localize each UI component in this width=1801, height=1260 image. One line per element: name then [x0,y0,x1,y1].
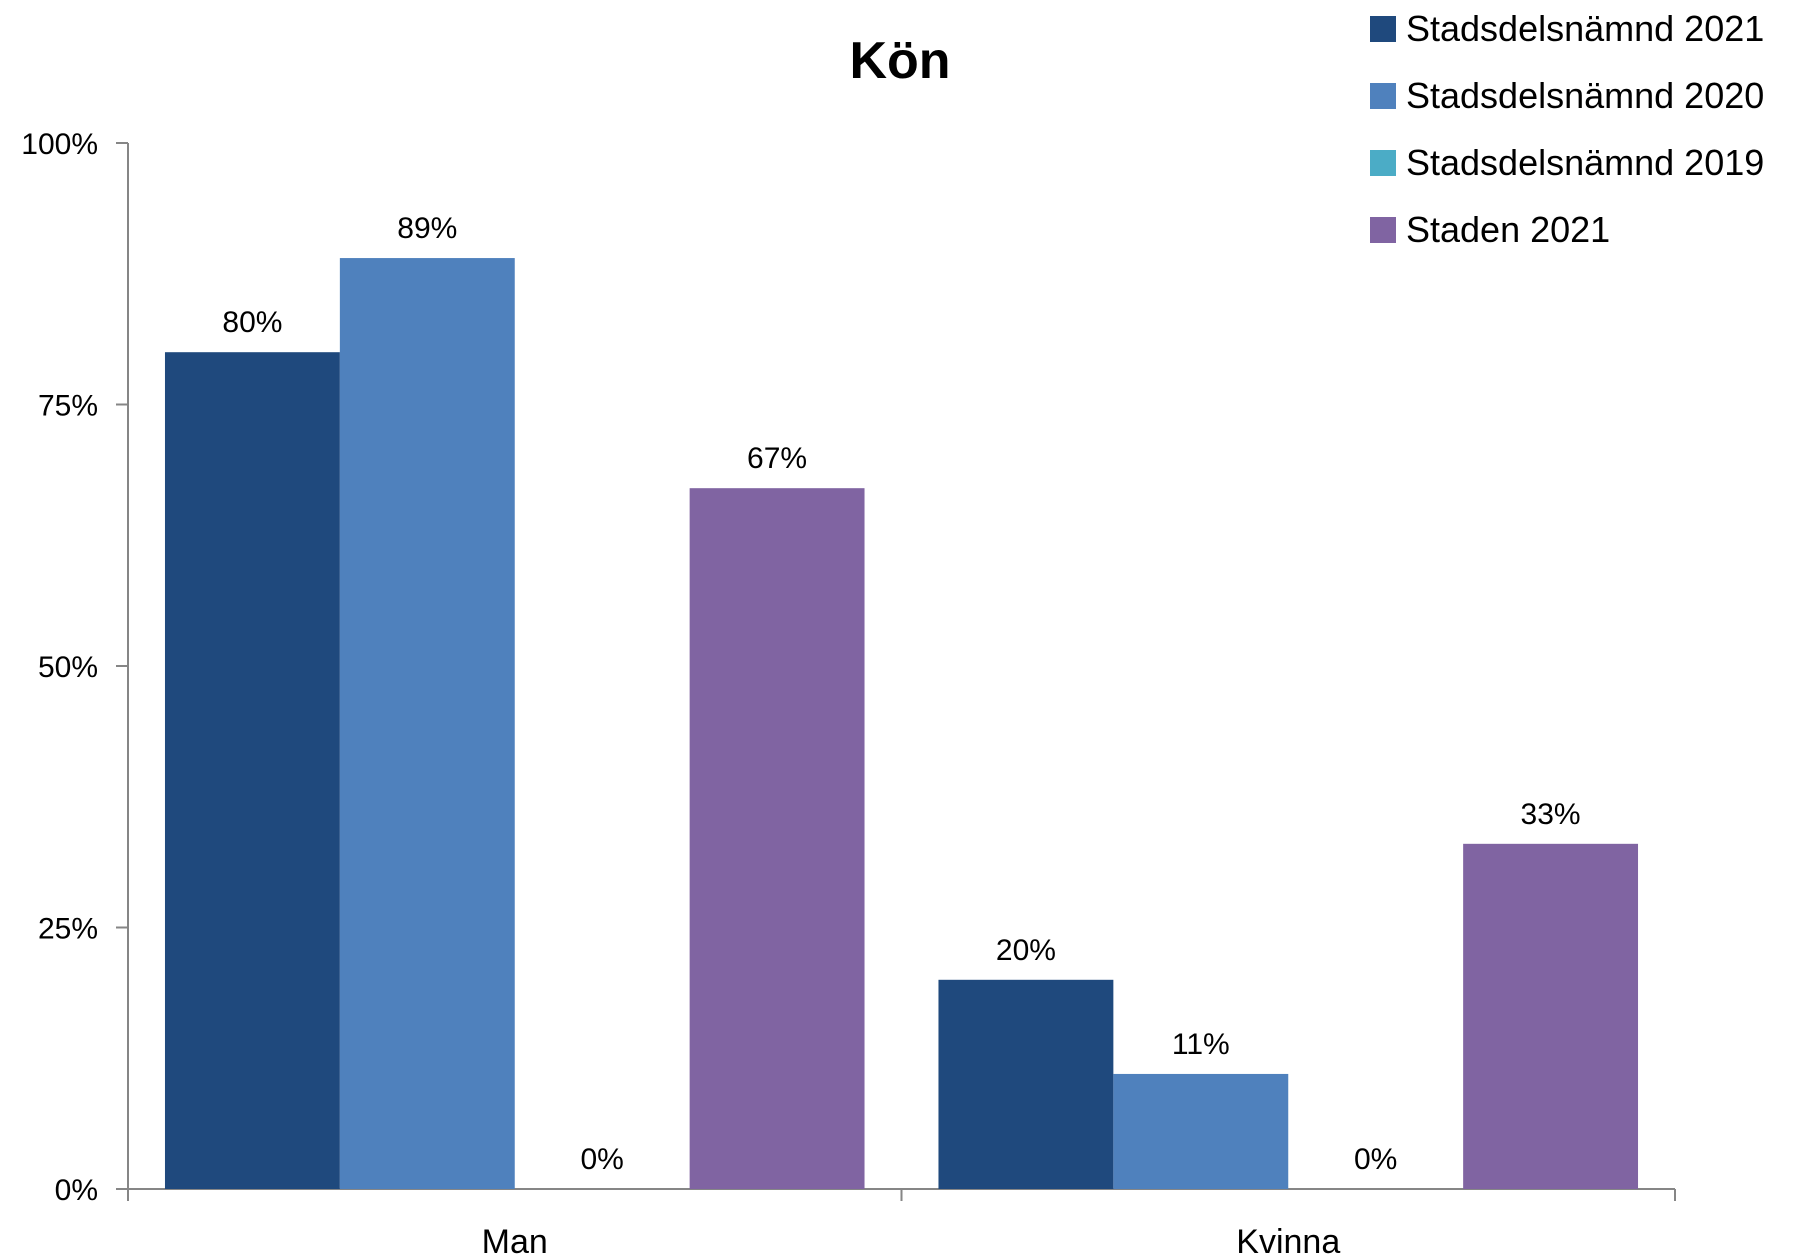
bar [339,258,515,1189]
data-label: 67% [747,442,807,475]
legend: Stadsdelsnämnd 2021 Stadsdelsnämnd 2020 St… [1370,8,1764,250]
y-tick-label: 0% [55,1174,98,1207]
y-tick-label: 50% [38,651,98,684]
bar [938,979,1114,1189]
data-label: 80% [222,306,282,339]
data-label: 20% [996,934,1056,967]
x-category-label: Kvinna [1236,1223,1340,1260]
legend-label: Stadsdelsnämnd 2021 [1406,8,1764,49]
legend-swatch [1370,83,1396,109]
legend-swatch [1370,16,1396,42]
y-tick-label: 100% [21,128,98,161]
y-tick-label: 25% [38,913,98,946]
y-tick-label: 75% [38,390,98,423]
data-label: 89% [397,212,457,245]
data-label: 0% [581,1143,624,1176]
legend-label: Staden 2021 [1406,209,1610,250]
axes: 0% 25% 50% 75% 100% Man Kvinna [21,128,1676,1260]
legend-label: Stadsdelsnämnd 2020 [1406,75,1764,116]
data-labels: 80% 20% 89% 11% 0% 0% 67% 33% [222,212,1580,1176]
bar [689,488,865,1189]
chart-title: Kön [849,32,950,90]
bars [164,258,1639,1189]
bar [1113,1073,1289,1189]
legend-label: Stadsdelsnämnd 2019 [1406,142,1764,183]
data-label: 11% [1172,1028,1230,1061]
bar [1463,843,1639,1189]
data-label: 33% [1521,798,1581,831]
legend-swatch [1370,217,1396,243]
bar [164,352,340,1189]
x-category-label: Man [482,1223,548,1260]
data-label: 0% [1354,1143,1397,1176]
legend-swatch [1370,150,1396,176]
